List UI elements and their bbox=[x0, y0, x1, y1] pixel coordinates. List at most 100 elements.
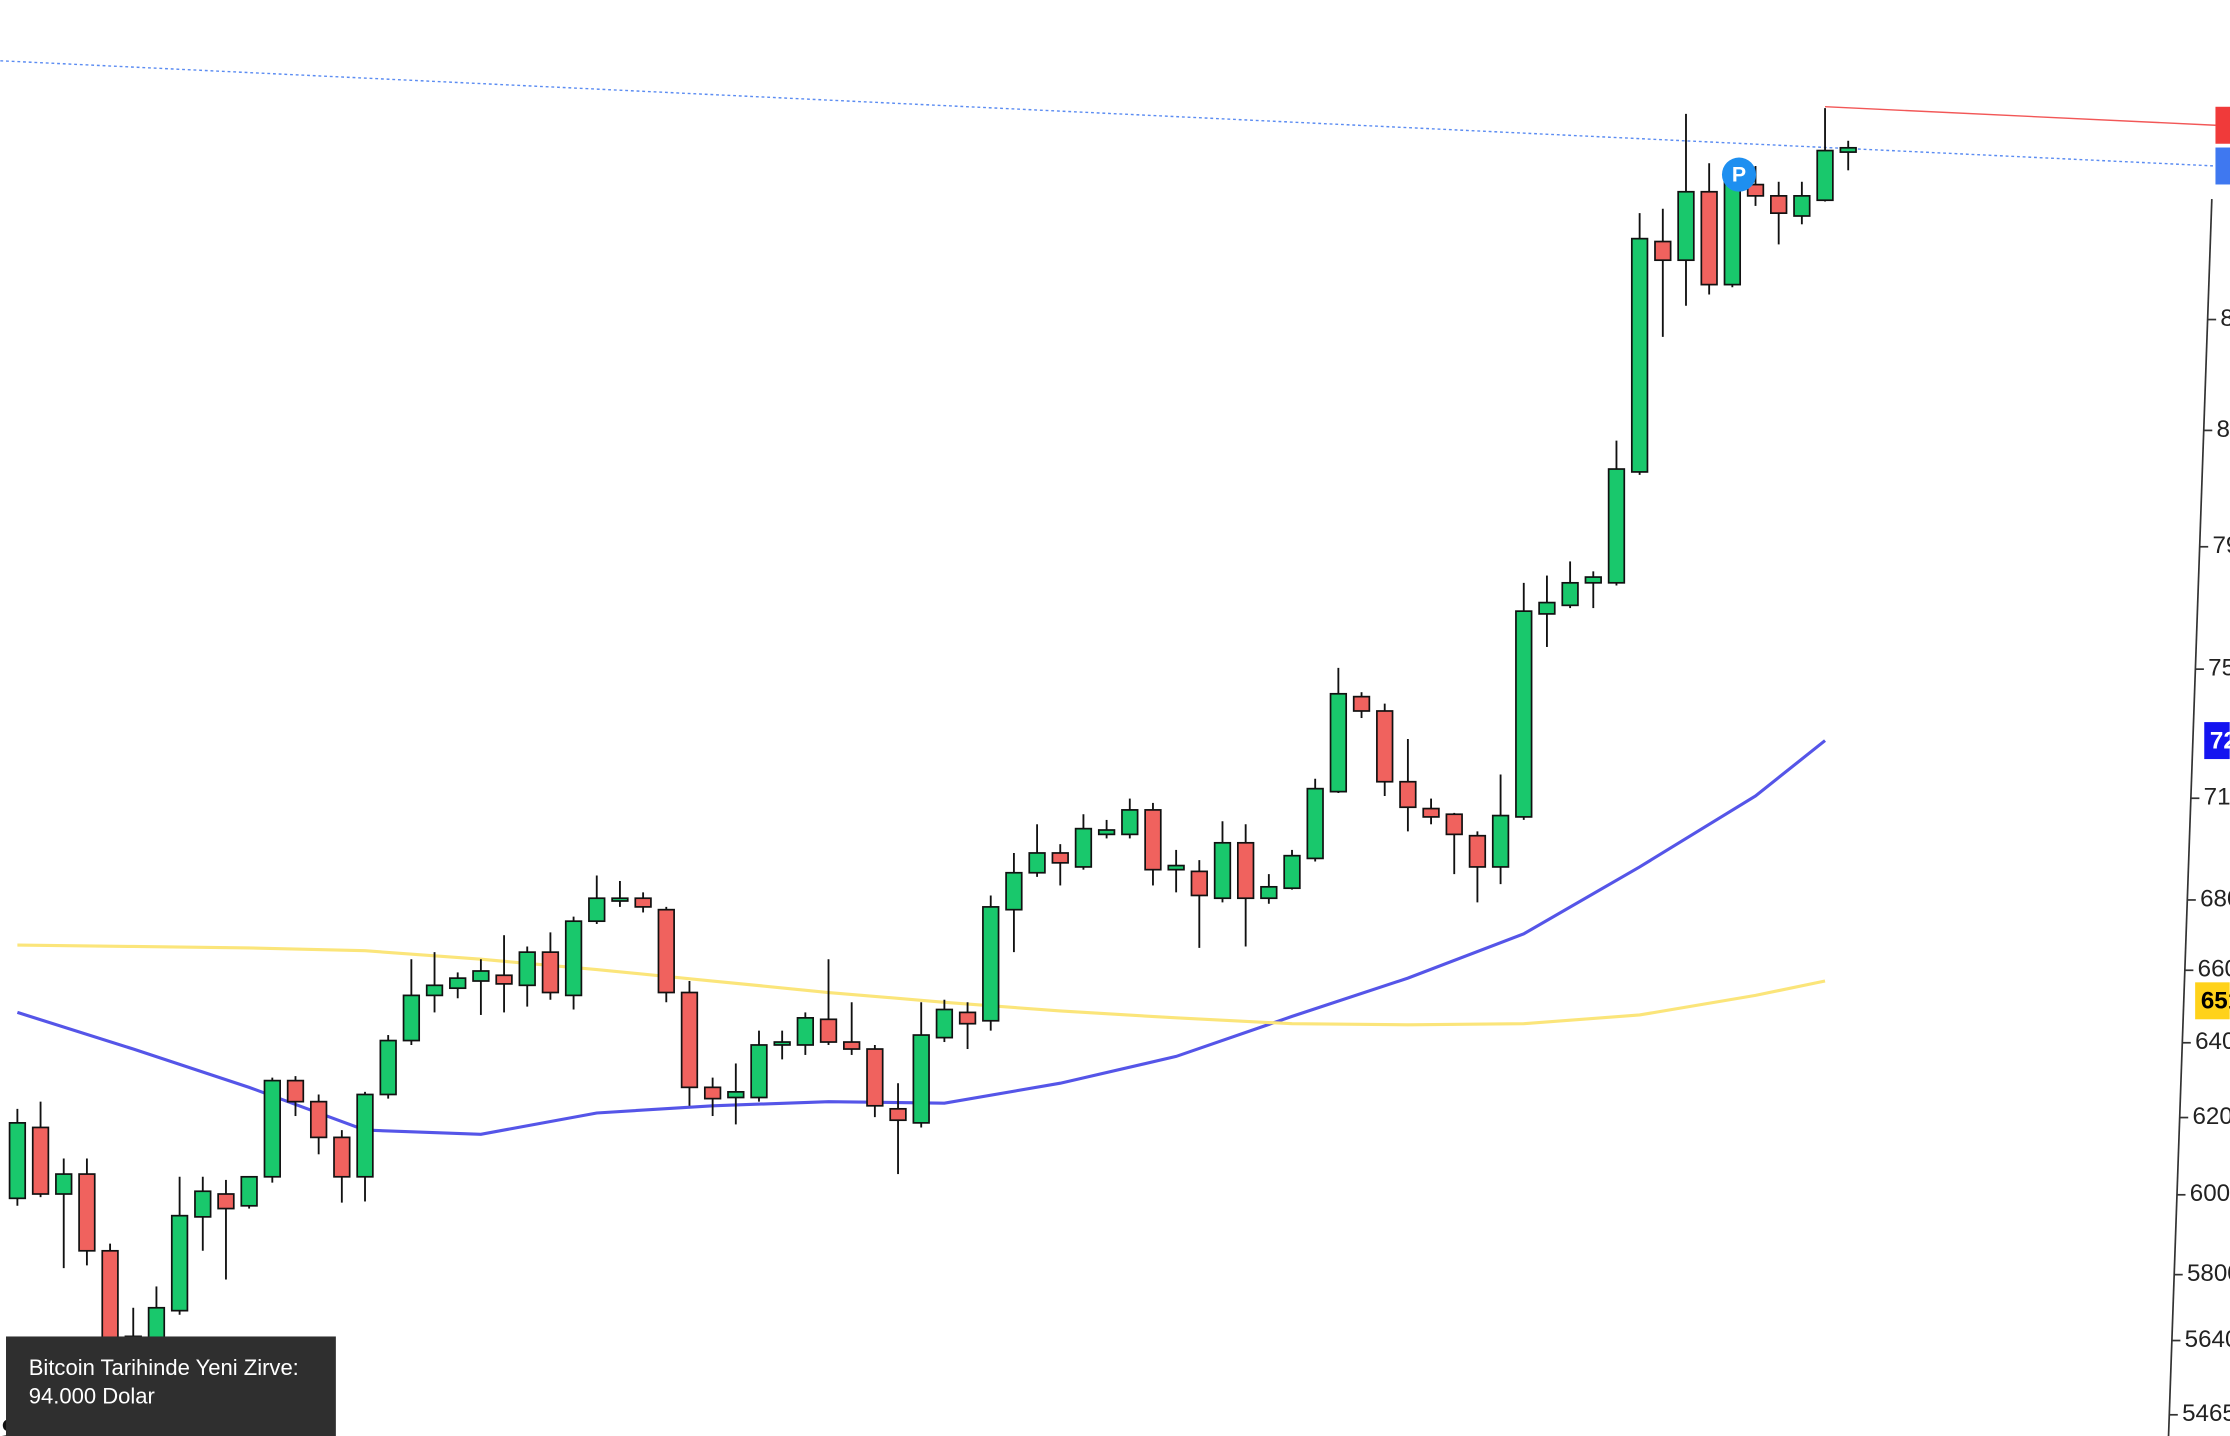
candle-body bbox=[1445, 813, 1463, 836]
candle-body bbox=[796, 1017, 815, 1046]
candle-body bbox=[1121, 809, 1139, 836]
candle-body bbox=[1306, 787, 1324, 860]
candle-body bbox=[1005, 871, 1023, 911]
candle-body bbox=[935, 1008, 954, 1039]
y-tick-label: 68000 bbox=[2200, 885, 2230, 912]
candle-body bbox=[286, 1079, 305, 1103]
y-tick-label: 87000 bbox=[2220, 305, 2230, 332]
caption-box: Bitcoin Tarihinde Yeni Zirve: 94.000 Dol… bbox=[6, 1336, 336, 1436]
candle-body bbox=[750, 1044, 768, 1099]
candle-body bbox=[1468, 834, 1487, 868]
candle-body bbox=[8, 1122, 27, 1200]
candle-body bbox=[1422, 807, 1440, 818]
candle-body bbox=[217, 1193, 235, 1210]
candle-body bbox=[1190, 870, 1208, 897]
plot-area: P bbox=[0, 60, 2216, 1351]
candle-body bbox=[1538, 601, 1556, 615]
candle-body bbox=[31, 1126, 50, 1195]
candle-body bbox=[194, 1190, 212, 1218]
candle-body bbox=[1561, 581, 1579, 607]
candle-body bbox=[703, 1086, 722, 1100]
y-tick-label: 79000 bbox=[2212, 532, 2230, 559]
candle-body bbox=[263, 1079, 281, 1178]
price-line bbox=[0, 60, 2216, 167]
candle-body bbox=[657, 908, 675, 994]
price-tag-label: 651 bbox=[2201, 988, 2230, 1015]
y-tick-label: 62000 bbox=[2192, 1103, 2230, 1130]
candle-body bbox=[402, 994, 421, 1042]
candle-body bbox=[1260, 885, 1278, 900]
price-tag-label: 72 bbox=[2210, 727, 2230, 754]
candle-body bbox=[495, 974, 513, 985]
candle-body bbox=[1584, 576, 1602, 584]
candle-body bbox=[912, 1034, 930, 1124]
candle-body bbox=[1167, 864, 1185, 871]
candle-body bbox=[333, 1136, 351, 1178]
y-tick-label: 75000 bbox=[2208, 655, 2230, 682]
candle-body bbox=[379, 1039, 397, 1096]
candle-body bbox=[958, 1011, 977, 1025]
y-tick-label: 60000 bbox=[2190, 1180, 2230, 1207]
candle-body bbox=[472, 970, 490, 982]
caption-line: 94.000 Dolar bbox=[29, 1383, 155, 1408]
candle-body bbox=[727, 1090, 745, 1099]
caption-background bbox=[6, 1336, 336, 1436]
candle-body bbox=[1329, 692, 1348, 793]
y-tick-label: 71000 bbox=[2204, 784, 2230, 811]
candle-body bbox=[1515, 610, 1533, 818]
candle-body bbox=[1491, 814, 1510, 868]
candle-body bbox=[356, 1093, 374, 1178]
candle-body bbox=[1770, 195, 1788, 214]
y-tick-label: 66000 bbox=[2198, 956, 2230, 983]
y-tick-label: 56400 bbox=[2185, 1326, 2230, 1353]
candle-body bbox=[1028, 852, 1046, 874]
candle-body bbox=[170, 1214, 189, 1312]
price-tag bbox=[2215, 147, 2230, 185]
candle-body bbox=[1213, 841, 1232, 900]
candle-body bbox=[889, 1107, 907, 1122]
candle-body bbox=[541, 951, 560, 994]
candle-body bbox=[982, 906, 1000, 1022]
caption-line: Bitcoin Tarihinde Yeni Zirve: bbox=[29, 1355, 299, 1380]
candle-body bbox=[1746, 183, 1765, 197]
price-line bbox=[1825, 106, 2216, 126]
candle-body bbox=[240, 1175, 258, 1207]
candle-body bbox=[1654, 240, 1672, 262]
candle-body bbox=[518, 951, 536, 987]
candle-body bbox=[1236, 841, 1255, 900]
price-tag bbox=[2195, 982, 2230, 1020]
y-tick-label: 64000 bbox=[2195, 1028, 2230, 1055]
candle-body bbox=[147, 1306, 166, 1340]
candle-body bbox=[1097, 829, 1116, 836]
price-tag bbox=[2204, 722, 2230, 760]
candle-body bbox=[1723, 180, 1742, 286]
candle-body bbox=[1051, 852, 1069, 864]
candle-body bbox=[1677, 190, 1695, 262]
candle-body bbox=[1607, 468, 1626, 584]
price-tag bbox=[2215, 106, 2230, 144]
candle-body bbox=[1352, 695, 1371, 712]
candle-body bbox=[1839, 146, 1857, 153]
axis-line bbox=[2167, 199, 2213, 1436]
candle-body bbox=[843, 1041, 861, 1050]
candle-body bbox=[449, 977, 467, 990]
price-axis: 54650 56400 58000 60000 62000 64000 66000 68000… bbox=[2167, 106, 2230, 1436]
candle-body bbox=[1399, 780, 1417, 809]
candle-body bbox=[773, 1041, 791, 1046]
candle-body bbox=[634, 897, 652, 908]
candle-body bbox=[101, 1249, 119, 1345]
candle-body bbox=[819, 1018, 838, 1043]
candle-body bbox=[866, 1048, 884, 1107]
candle-body bbox=[1816, 149, 1834, 202]
candle-body bbox=[1793, 195, 1811, 217]
candle-body bbox=[78, 1173, 96, 1252]
candle-body bbox=[680, 991, 699, 1089]
candle-body bbox=[564, 920, 583, 997]
candle-body bbox=[1074, 827, 1093, 868]
y-tick-label: 83000 bbox=[2217, 416, 2230, 443]
y-tick-label: 54650 bbox=[2182, 1400, 2230, 1427]
candle-body bbox=[425, 984, 444, 997]
candle-body bbox=[1283, 854, 1301, 890]
